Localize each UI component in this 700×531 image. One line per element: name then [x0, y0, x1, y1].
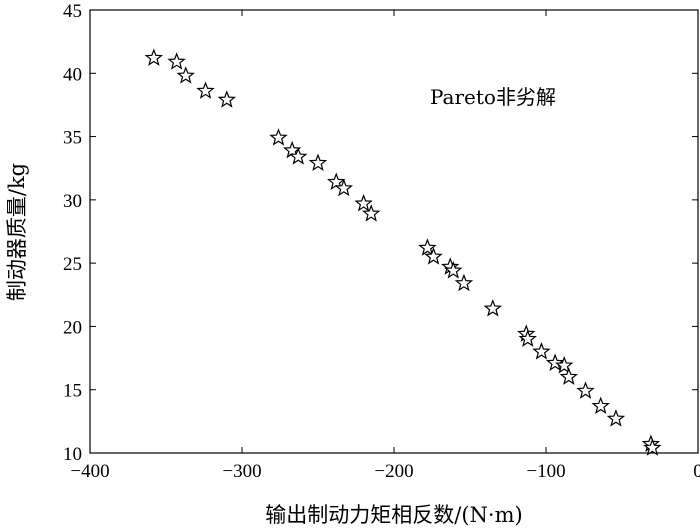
data-point-star [555, 355, 574, 374]
x-axis-label: 输出制动力矩相反数/(N·m) [265, 503, 522, 527]
x-tick-label: −200 [374, 461, 413, 482]
pareto-annotation: Pareto非劣解 [430, 85, 556, 109]
data-point-star [576, 381, 595, 399]
data-point-star [334, 178, 354, 197]
y-tick-label: 10 [63, 444, 82, 465]
x-tick-label: −300 [222, 461, 261, 482]
x-axis-ticks: −400 −300 −200 −100 0 [70, 10, 700, 482]
data-point-star [361, 204, 381, 222]
data-point-star [532, 342, 551, 360]
data-point-star [354, 193, 373, 212]
data-point-star [643, 438, 662, 456]
y-tick-label: 30 [63, 191, 82, 212]
data-point-star [559, 367, 579, 385]
y-axis-ticks: 10 15 20 25 30 35 40 45 [63, 1, 698, 465]
data-point-star [176, 66, 195, 84]
data-point-star [269, 128, 288, 146]
data-point-star [591, 396, 610, 415]
y-tick-label: 45 [63, 1, 82, 22]
data-point-star [308, 153, 328, 171]
data-point-star [418, 238, 437, 256]
y-tick-label: 20 [63, 317, 82, 338]
y-tick-label: 40 [63, 64, 82, 85]
data-point-star [144, 48, 164, 66]
x-tick-label: −100 [526, 461, 565, 482]
data-point-star [217, 90, 237, 108]
data-point-star [196, 81, 215, 99]
data-point-star [424, 247, 443, 265]
y-tick-label: 35 [63, 128, 82, 149]
data-point-star [483, 299, 503, 317]
x-tick-label: −400 [70, 461, 109, 482]
data-point-star [545, 353, 565, 371]
data-point-star [289, 147, 308, 165]
x-tick-label: 0 [693, 461, 700, 482]
y-axis-label: 制动器质量/kg [5, 163, 29, 301]
y-tick-label: 15 [63, 381, 82, 402]
data-point-star [454, 273, 474, 292]
data-point-star [167, 52, 186, 70]
data-point-star [606, 409, 626, 427]
y-tick-label: 25 [63, 254, 82, 275]
data-points [144, 48, 662, 456]
data-point-star [444, 261, 463, 279]
data-point-star [518, 329, 537, 347]
